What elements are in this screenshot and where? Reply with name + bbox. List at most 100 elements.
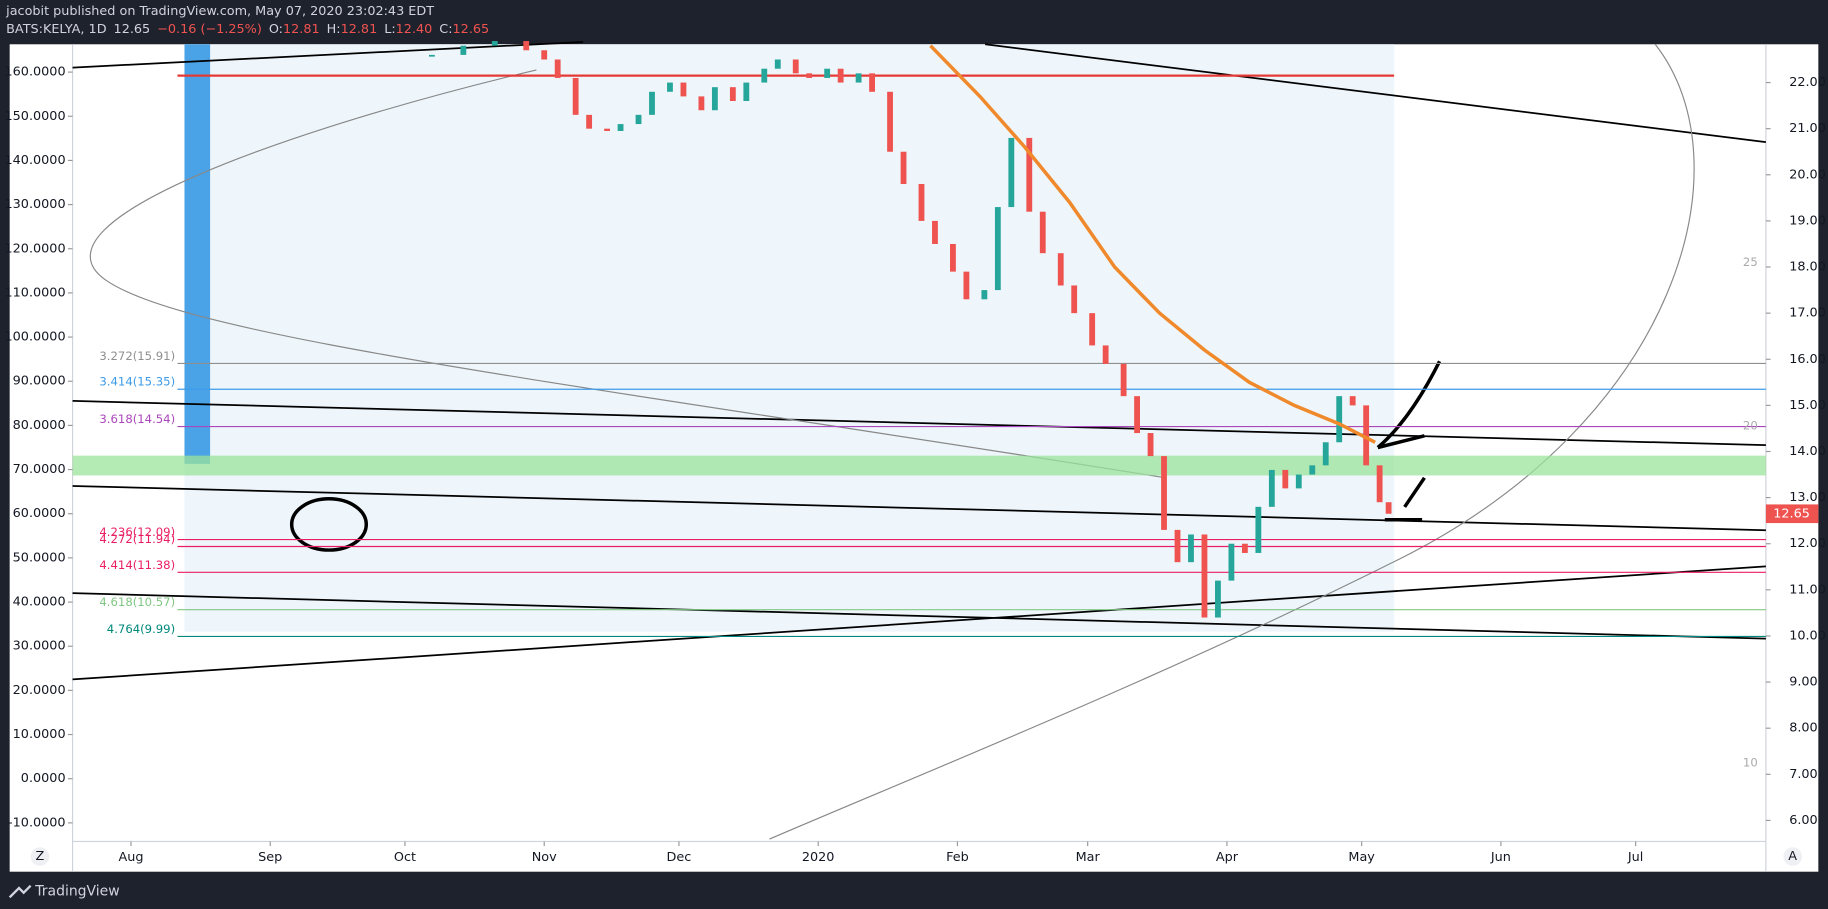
y-tick-label: 22.00 bbox=[1789, 75, 1826, 90]
candle bbox=[1071, 285, 1078, 314]
candle bbox=[918, 184, 925, 221]
trendline bbox=[72, 592, 1766, 640]
candle bbox=[541, 50, 548, 60]
ohlc-label: L: bbox=[384, 22, 395, 37]
candle bbox=[887, 91, 893, 152]
y2-tick-label: 10.0000 bbox=[13, 727, 66, 742]
profile-range bbox=[184, 44, 1395, 632]
candle bbox=[1161, 456, 1167, 530]
ellipse-drawing bbox=[89, 43, 1695, 840]
x-tick-label: Nov bbox=[532, 850, 557, 865]
y-tick-label: 13.00 bbox=[1789, 490, 1826, 505]
candle bbox=[963, 271, 970, 300]
candle bbox=[1026, 137, 1033, 212]
candle bbox=[1008, 137, 1015, 208]
candle bbox=[572, 77, 579, 115]
publisher: jacobit published on TradingView.com, Ma… bbox=[5, 4, 434, 19]
x-tick-label: Jul bbox=[1627, 850, 1643, 865]
candle bbox=[1241, 543, 1248, 553]
y-tick-label: 9.00 bbox=[1789, 675, 1818, 690]
candle bbox=[586, 114, 593, 129]
candle bbox=[729, 87, 736, 102]
candle bbox=[1255, 506, 1262, 553]
y-tick-label: 11.00 bbox=[1789, 582, 1826, 597]
candle bbox=[491, 41, 498, 46]
candle bbox=[1188, 534, 1194, 563]
trendline bbox=[984, 43, 1767, 144]
y-tick-label: 14.00 bbox=[1789, 444, 1826, 459]
level-note: 10 bbox=[1743, 755, 1758, 769]
y2-tick-label: -10.0000 bbox=[8, 815, 66, 830]
trendline bbox=[72, 41, 584, 69]
candle bbox=[806, 73, 813, 78]
fib-label: 4.764(9.99) bbox=[107, 622, 175, 636]
symbol-line: BATS:KELYA, 1D 12.65 −0.16 (−1.25%) O:12.81… bbox=[6, 22, 489, 37]
fib-label: 4.236(12.09) bbox=[99, 525, 175, 539]
y2-tick-label: 100.0000 bbox=[5, 330, 66, 345]
y2-tick-label: 50.0000 bbox=[13, 550, 66, 565]
button[interactable] bbox=[30, 847, 50, 866]
x-tick-label: Sep bbox=[258, 850, 282, 865]
candle bbox=[855, 73, 862, 83]
candle bbox=[1336, 396, 1343, 443]
brand: TradingView bbox=[34, 884, 119, 900]
candle bbox=[792, 59, 799, 74]
last: 12.65 bbox=[114, 22, 151, 37]
candle bbox=[869, 73, 875, 92]
y2-tick-label: 20.0000 bbox=[13, 683, 66, 698]
y2-tick-label: 160.0000 bbox=[5, 65, 66, 80]
ohlc-value: 12.81 bbox=[341, 22, 378, 37]
y-tick-label: 17.00 bbox=[1789, 306, 1826, 321]
candle bbox=[1268, 469, 1275, 507]
button-label[interactable]: Z bbox=[36, 849, 45, 864]
candle bbox=[932, 220, 938, 244]
candle bbox=[1385, 502, 1392, 514]
candle bbox=[824, 68, 831, 78]
candle bbox=[680, 82, 687, 97]
y2-tick-label: 70.0000 bbox=[13, 462, 66, 477]
x-tick-label: Feb bbox=[946, 850, 969, 865]
y2-tick-label: 40.0000 bbox=[13, 595, 66, 610]
level-note: 25 bbox=[1743, 255, 1758, 269]
trendline bbox=[72, 485, 1766, 532]
change: −0.16 (−1.25%) bbox=[157, 22, 262, 37]
circle-mark bbox=[289, 497, 369, 552]
candle bbox=[1295, 474, 1302, 489]
x-tick-label: Aug bbox=[118, 850, 143, 865]
y-tick-label: 21.00 bbox=[1789, 121, 1826, 136]
y2-tick-label: 130.0000 bbox=[5, 197, 66, 212]
ohlc-label: C: bbox=[439, 22, 452, 37]
fib-label: 4.414(11.38) bbox=[99, 558, 175, 572]
candle bbox=[981, 290, 988, 300]
zone bbox=[72, 455, 1766, 476]
y-tick-label: 19.00 bbox=[1789, 213, 1826, 228]
candle bbox=[1147, 433, 1154, 457]
price-tag bbox=[1765, 504, 1819, 524]
candle bbox=[1282, 469, 1289, 489]
candle bbox=[604, 128, 610, 131]
y2-tick-label: 120.0000 bbox=[5, 241, 66, 256]
candle bbox=[1201, 534, 1208, 618]
arrow bbox=[1384, 476, 1426, 522]
symbol: BATS:KELYA, 1D bbox=[6, 22, 107, 37]
candle bbox=[1089, 313, 1096, 346]
y-tick-label: 15.00 bbox=[1789, 398, 1826, 413]
arrow bbox=[1376, 360, 1442, 450]
candle bbox=[837, 68, 844, 83]
button[interactable] bbox=[1783, 847, 1803, 866]
candle bbox=[667, 82, 673, 92]
logo bbox=[8, 884, 32, 899]
candle bbox=[1376, 465, 1383, 503]
button-label[interactable]: A bbox=[1788, 849, 1797, 864]
y2-tick-label: 30.0000 bbox=[13, 639, 66, 654]
y2-tick-label: 110.0000 bbox=[5, 285, 66, 300]
fib-label: 4.272(11.94) bbox=[99, 532, 175, 546]
candles bbox=[429, 41, 1392, 618]
y-tick-label: 7.00 bbox=[1789, 767, 1818, 782]
candle bbox=[900, 151, 907, 185]
candle bbox=[1134, 396, 1140, 434]
y2-tick-label: 140.0000 bbox=[5, 153, 66, 168]
candle bbox=[460, 45, 467, 55]
candle bbox=[617, 124, 624, 131]
